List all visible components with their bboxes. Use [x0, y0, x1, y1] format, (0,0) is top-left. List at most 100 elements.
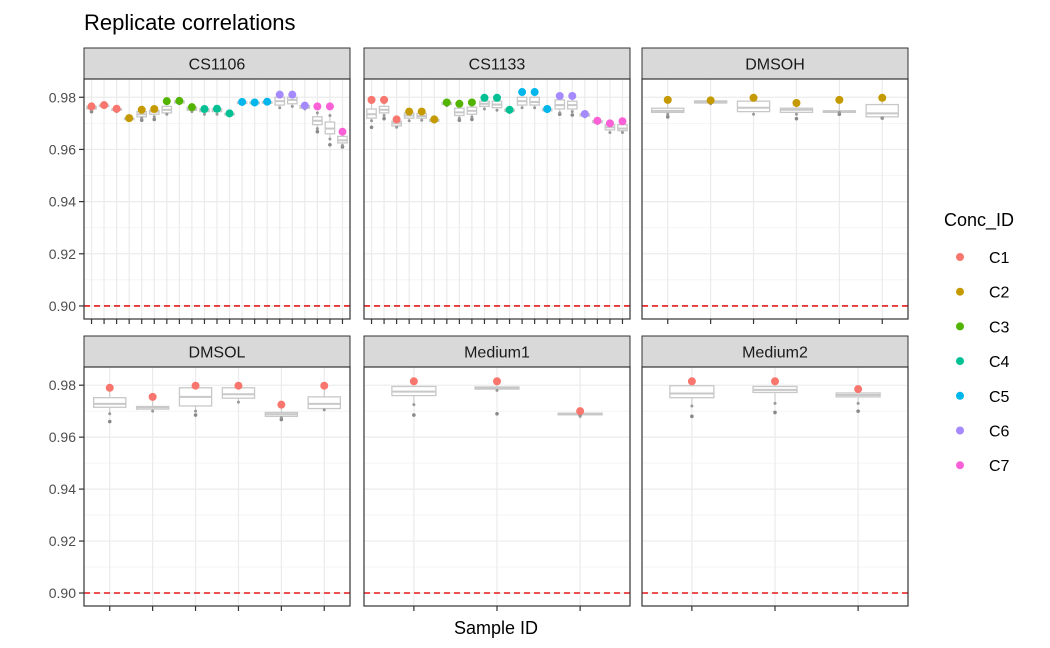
y-tick-label: 0.94	[49, 194, 76, 210]
sample-1	[98, 101, 110, 110]
legend-item-C5: C5	[956, 389, 1010, 406]
replicate-point	[457, 116, 461, 120]
legend: Conc_ID C1 C2 C3 C4 C5 C6 C7	[944, 210, 1014, 475]
sample-17	[579, 109, 591, 119]
replicate-point	[151, 409, 155, 413]
mean-point-C1	[493, 377, 501, 386]
panel-border	[83, 366, 351, 607]
mean-point-C5	[530, 88, 539, 97]
sample-5	[865, 93, 899, 120]
replicate-point	[620, 130, 624, 134]
outlier-point	[193, 413, 198, 417]
sample-0	[669, 377, 715, 419]
replicate-point	[340, 144, 344, 148]
replicate-point	[194, 409, 198, 413]
legend-title: Conc_ID	[944, 210, 1014, 231]
y-tick-label: 0.96	[49, 429, 76, 445]
replicate-point	[412, 403, 416, 407]
mean-point-C6	[300, 101, 309, 110]
mean-point-C7	[605, 119, 614, 128]
sample-7	[454, 99, 465, 123]
mean-point-C3	[162, 97, 171, 106]
mean-point-C3	[455, 99, 464, 108]
legend-item-C2: C2	[956, 285, 1010, 302]
sample-0	[651, 95, 685, 119]
mean-point-C1	[320, 381, 329, 390]
replicate-point	[495, 388, 499, 392]
mean-point-C1	[112, 104, 121, 113]
y-tick-label: 0.98	[49, 377, 76, 393]
legend-key-C6	[956, 426, 964, 435]
sample-12	[516, 88, 528, 110]
sample-7	[174, 96, 185, 106]
replicate-point	[482, 107, 486, 111]
sample-15	[554, 91, 566, 117]
legend-label: C1	[989, 250, 1010, 267]
legend-item-C7: C7	[956, 458, 1010, 475]
sample-2	[178, 381, 213, 417]
sample-10	[491, 93, 503, 112]
sample-2	[557, 407, 603, 418]
replicate-point	[108, 412, 112, 416]
sample-1	[693, 96, 728, 106]
replicate-point	[407, 119, 411, 123]
mean-point-C5	[543, 105, 552, 113]
sample-5	[428, 115, 440, 124]
outlier-point	[794, 116, 799, 121]
sample-18	[312, 102, 323, 134]
replicate-point	[880, 116, 884, 120]
mean-point-C3	[467, 98, 476, 107]
mean-point-C2	[792, 99, 801, 107]
legend-label: C4	[989, 354, 1010, 371]
replicate-point	[690, 404, 694, 408]
mean-point-C4	[505, 105, 514, 114]
outlier-point	[152, 117, 157, 122]
replicate-point	[520, 106, 524, 110]
strip-label: Medium2	[742, 345, 808, 362]
mean-point-C4	[480, 93, 489, 102]
panel-CS1133: CS1133	[363, 47, 631, 324]
replicate-point	[140, 116, 144, 120]
mean-point-C3	[187, 103, 196, 112]
y-tick-label: 0.92	[49, 246, 76, 262]
sample-3	[403, 107, 415, 123]
mean-point-C1	[367, 95, 376, 104]
mean-point-C1	[771, 377, 779, 386]
mean-point-C1	[100, 101, 109, 110]
legend-label: C3	[989, 319, 1010, 336]
mean-point-C1	[148, 392, 157, 401]
mean-point-C6	[555, 91, 564, 100]
replicate-point	[533, 106, 537, 110]
sample-2	[111, 104, 122, 114]
box	[736, 100, 771, 113]
mean-point-C2	[430, 115, 439, 124]
replicate-point	[328, 137, 332, 141]
mean-point-C1	[105, 383, 114, 392]
legend-label: C6	[989, 424, 1010, 441]
replicate-point	[495, 108, 499, 112]
sample-10	[211, 104, 223, 116]
sample-0	[93, 383, 127, 424]
panel-DMSOH: DMSOH	[641, 47, 909, 324]
strip-label: Medium1	[464, 345, 530, 362]
sample-11	[224, 109, 235, 118]
sample-16	[286, 90, 298, 108]
strip-CS1133	[363, 47, 631, 80]
mean-point-C1	[380, 95, 389, 104]
mean-point-C2	[835, 95, 844, 104]
mean-point-C1	[576, 407, 585, 416]
sample-2	[391, 115, 402, 129]
outlier-point	[495, 411, 499, 416]
sample-6	[161, 97, 173, 116]
replicate-point	[152, 115, 156, 119]
mean-point-C5	[250, 98, 259, 107]
mean-point-C1	[854, 385, 863, 394]
outlier-point	[107, 419, 112, 424]
legend-item-C6: C6	[956, 424, 1010, 441]
sample-9	[199, 105, 210, 116]
replicate-point	[202, 112, 206, 116]
sample-2	[736, 93, 771, 116]
sample-1	[752, 377, 798, 415]
y-tick-label: 0.96	[49, 141, 76, 157]
